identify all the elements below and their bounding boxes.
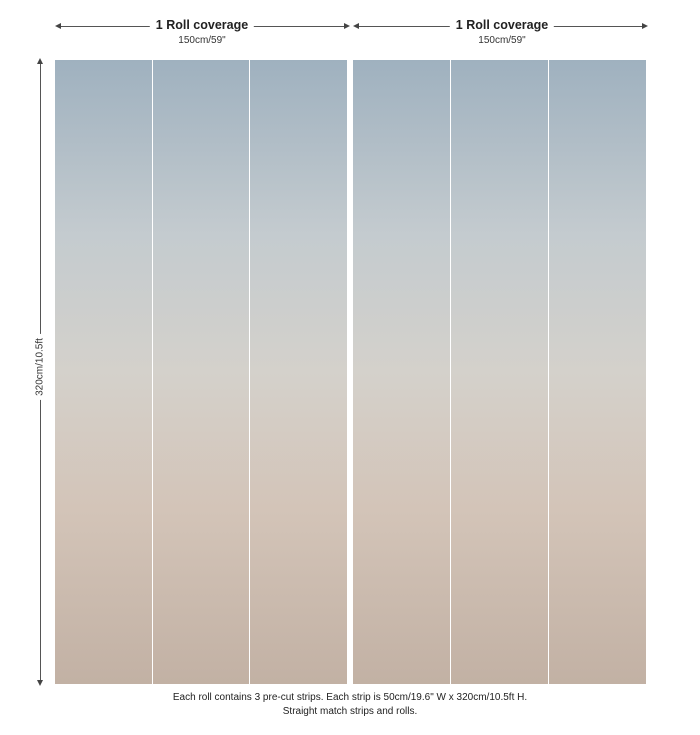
roll-1-strip-3: [249, 60, 347, 684]
height-label: 320cm/10.5ft: [34, 334, 46, 400]
roll-1-right-arrow-icon: [344, 23, 350, 29]
roll-2-strip-1: [353, 60, 450, 684]
roll-2-right-arrow-icon: [642, 23, 648, 29]
roll-1-strip-2: [151, 60, 250, 684]
wallpaper-roll-1: [55, 60, 347, 684]
roll-2-width-label: 150cm/59": [478, 35, 526, 46]
height-bottom-arrow-icon: [37, 680, 43, 686]
roll-2-coverage-title: 1 Roll coverage: [449, 18, 555, 32]
roll-2-strip-2: [450, 60, 548, 684]
wallpaper-roll-2: [353, 60, 646, 684]
roll-1-width-label: 150cm/59": [178, 35, 226, 46]
roll-1-coverage-title: 1 Roll coverage: [149, 18, 255, 32]
height-top-arrow-icon: [37, 58, 43, 64]
caption-line-1: Each roll contains 3 pre-cut strips. Eac…: [172, 692, 528, 703]
caption-line-2: Straight match strips and rolls.: [282, 706, 418, 717]
roll-2-strip-3: [548, 60, 646, 684]
roll-2-left-arrow-icon: [353, 23, 359, 29]
roll-1-left-arrow-icon: [55, 23, 61, 29]
roll-1-strip-1: [55, 60, 152, 684]
